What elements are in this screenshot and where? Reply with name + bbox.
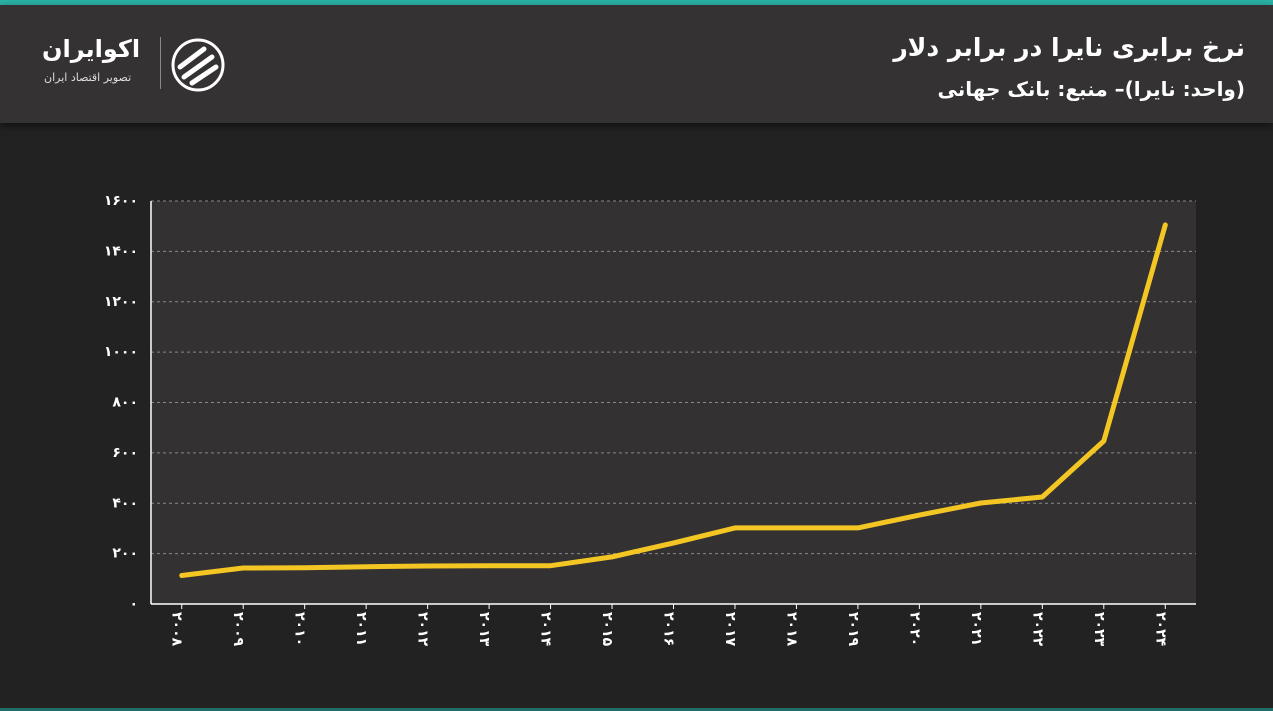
x-tick-label: ۲۰۱۱ [353,612,369,646]
x-tick-label: ۲۰۱۸ [783,612,799,647]
x-tick-label: ۲۰۲۰ [906,612,922,646]
chart-title: نرخ برابری نایرا در برابر دلار [893,33,1245,62]
top-bar [0,0,1273,5]
y-tick-label: ۱۴۰۰ [104,243,138,259]
x-tick-label: ۲۰۱۶ [661,612,677,646]
y-tick-label: ۴۰۰ [112,495,138,511]
x-tick-label: ۲۰۱۴ [538,612,554,647]
y-tick-label: ۱۰۰۰ [104,344,138,360]
bottom-bar [0,708,1273,711]
x-tick-label: ۲۰۱۲ [415,612,431,647]
x-tick-label: ۲۰۲۴ [1152,612,1168,647]
logo-name: اکوایران [42,35,141,63]
x-tick-label: ۲۰۱۳ [476,612,492,647]
x-tick-label: ۲۰۲۱ [968,612,984,646]
x-tick-label: ۲۰۱۵ [599,612,615,647]
logo-separator [160,37,161,89]
data-line [179,222,1168,578]
y-tick-label: ۶۰۰ [112,445,138,461]
x-tick-label: ۲۰۱۷ [722,612,738,647]
y-tick-label: ۸۰۰ [112,395,138,411]
chart-subtitle: (واحد: نایرا)– منبع: بانک جهانی [937,77,1245,101]
y-tick-label: ۲۰۰ [112,546,138,562]
x-tick-label: ۲۰۱۰ [292,612,308,646]
y-tick-label: ۱۶۰۰ [104,193,138,209]
header: نرخ برابری نایرا در برابر دلار (واحد: نا… [0,5,1273,123]
logo-icon [171,38,225,92]
x-tick-label: ۲۰۲۳ [1091,612,1107,647]
x-tick-label: ۲۰۲۲ [1029,612,1045,647]
x-tick-label: ۲۰۱۹ [845,612,861,647]
x-tick-label: ۲۰۰۹ [230,612,246,647]
logo-tagline: تصویر اقتصاد ایران [44,71,132,84]
y-tick-label: ۱۲۰۰ [104,294,138,310]
chart: ۰ ۲۰۰ ۴۰۰ ۶۰۰ ۸۰۰ ۱۰۰۰ ۱۲۰۰ ۱۴۰۰ ۱۶۰۰ ۲۰۰۸ ۲۰۰۹ ۲۰۱… [104,193,1196,647]
x-tick-label: ۲۰۰۸ [169,612,185,647]
y-tick-label: ۰ [129,596,138,612]
